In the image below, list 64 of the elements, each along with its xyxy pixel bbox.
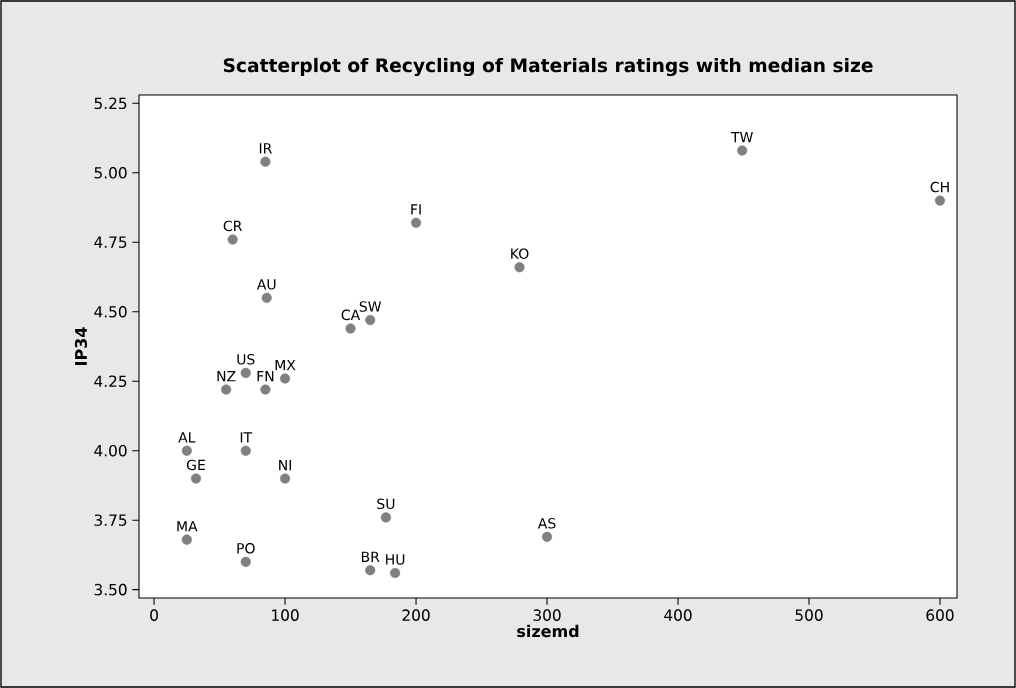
annotation: AU <box>256 279 276 290</box>
y-tick-label: 4.25 <box>94 375 127 388</box>
y-tick-label: 3.50 <box>94 583 127 596</box>
point <box>390 567 401 579</box>
x-tick-label: 400 <box>664 609 692 621</box>
point <box>190 473 202 484</box>
point <box>380 512 391 523</box>
annotation: IT <box>240 432 253 443</box>
annotation: GE <box>186 459 205 471</box>
y-tick-label: 4.50 <box>94 305 127 318</box>
annotation: KO <box>511 248 529 260</box>
annotation: NI <box>279 460 291 471</box>
point <box>221 384 232 395</box>
annotation: CA <box>341 309 361 321</box>
annotation: AL <box>178 432 196 443</box>
point <box>260 384 271 395</box>
x-tick-label: 100 <box>272 609 299 621</box>
x-tick-label: 300 <box>533 609 561 621</box>
point <box>934 195 946 206</box>
point <box>737 145 748 156</box>
annotation: HU <box>386 554 405 565</box>
y-tick-label: 4.00 <box>94 444 127 457</box>
annotation: NZ <box>217 371 236 382</box>
point <box>279 373 291 384</box>
point <box>240 367 251 378</box>
point <box>345 323 356 334</box>
point <box>410 217 422 228</box>
x-axis-title: sizemd <box>517 624 579 638</box>
annotation: SU <box>377 498 395 510</box>
point <box>240 445 251 456</box>
y-axis-title: IP34 <box>74 327 88 365</box>
point <box>541 531 553 542</box>
annotation: US <box>237 354 255 365</box>
point <box>365 565 376 576</box>
annotation: AS <box>537 517 556 529</box>
annotation: FN <box>257 371 274 382</box>
y-tick-label: 5.25 <box>94 97 127 110</box>
annotation: IR <box>259 143 272 154</box>
point <box>260 156 271 167</box>
x-tick-label: 0 <box>150 609 158 621</box>
annotation: MX <box>275 359 296 371</box>
point <box>261 292 272 303</box>
annotation: TW <box>730 132 753 143</box>
point <box>227 234 238 245</box>
annotation: CR <box>223 220 243 232</box>
chart-title: Scatterplot of Recycling of Materials ratings with median size <box>223 57 873 77</box>
annotation: BR <box>361 551 380 562</box>
point <box>279 473 291 484</box>
point <box>181 534 192 545</box>
x-tick-label: 200 <box>402 609 430 621</box>
point <box>365 315 376 326</box>
y-tick-label: 3.75 <box>94 514 127 526</box>
y-tick-label: 5.00 <box>94 167 127 179</box>
point <box>514 262 525 273</box>
annotation: CH <box>930 181 949 193</box>
annotation: SW <box>359 301 382 312</box>
annotation: FI <box>411 204 421 215</box>
point <box>240 556 251 567</box>
x-tick-label: 600 <box>926 609 954 621</box>
point <box>181 445 192 456</box>
annotation: MA <box>177 521 198 532</box>
x-tick-label: 500 <box>795 609 823 621</box>
annotation: PO <box>237 543 255 554</box>
y-tick-label: 4.75 <box>94 236 127 248</box>
